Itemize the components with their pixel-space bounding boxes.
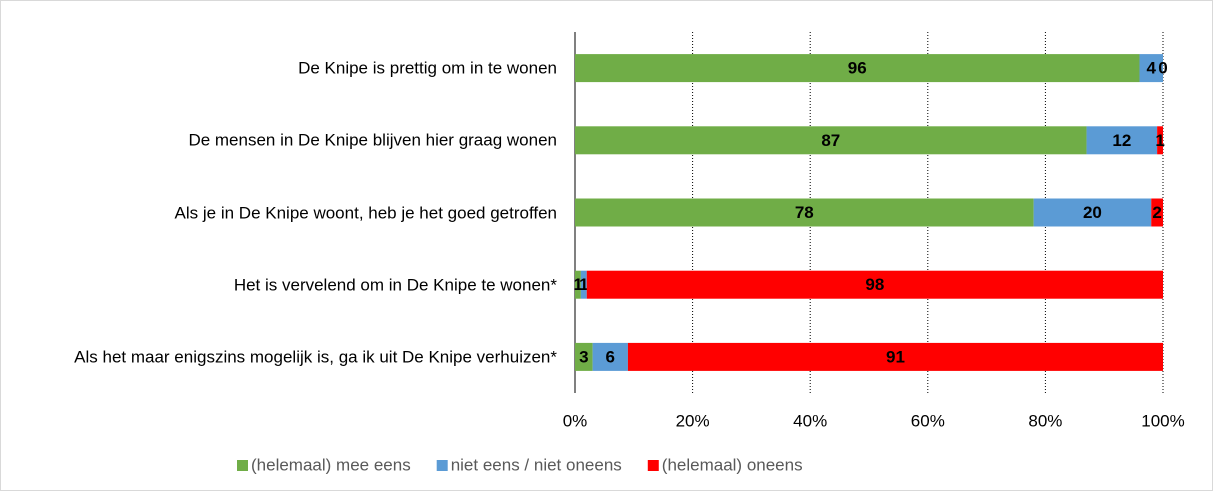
legend-label: (helemaal) oneens [662, 455, 803, 474]
data-label: 98 [865, 275, 884, 294]
x-tick-label: 60% [911, 411, 945, 430]
bar-segment [1157, 126, 1163, 155]
data-label: 78 [795, 203, 814, 222]
bar-segment [575, 54, 1140, 83]
category-label: Als je in De Knipe woont, heb je het goe… [174, 203, 557, 222]
bar-segment [592, 342, 628, 371]
data-label: 4 [1147, 59, 1157, 78]
data-label: 1 [579, 275, 588, 294]
data-label: 0 [1158, 59, 1167, 78]
legend-swatch [237, 460, 248, 471]
legend-label: (helemaal) mee eens [251, 455, 411, 474]
legend-swatch [436, 460, 448, 471]
data-label: 87 [821, 131, 840, 150]
bar-segment [575, 342, 593, 371]
data-label: 1 [1155, 131, 1164, 150]
data-label: 1 [573, 275, 582, 294]
data-label: 91 [886, 347, 905, 366]
data-label: 12 [1112, 131, 1131, 150]
bar-segment [575, 270, 581, 299]
category-label: De Knipe is prettig om in te wonen [298, 58, 557, 78]
data-label: 20 [1083, 203, 1102, 222]
bar-segment [1033, 198, 1152, 227]
x-tick-label: 100% [1141, 411, 1184, 430]
category-label: Als het maar enigszins mogelijk is, ga i… [74, 347, 557, 367]
data-label: 96 [848, 59, 867, 78]
data-label: 2 [1152, 203, 1161, 222]
bar-segment [1151, 198, 1163, 227]
bar-segment [586, 270, 1163, 299]
x-tick-label: 80% [1028, 411, 1062, 430]
bar-segment [627, 342, 1163, 371]
data-label: 6 [606, 347, 615, 366]
data-label: 3 [579, 347, 588, 366]
category-label: Het is vervelend om in De Knipe te wonen… [233, 275, 557, 295]
category-label: De mensen in De Knipe blijven hier graag… [188, 130, 557, 150]
bar-segment [575, 126, 1087, 155]
legend-label: niet eens / niet oneens [451, 455, 622, 474]
legend-swatch [647, 460, 659, 471]
x-tick-label: 20% [676, 411, 710, 430]
bar-segment [1086, 126, 1158, 155]
x-tick-label: 40% [793, 411, 827, 430]
bar-segment [580, 270, 587, 299]
bar-segment [1139, 54, 1163, 83]
bar-segment [575, 198, 1034, 227]
x-tick-label: 0% [563, 411, 588, 430]
